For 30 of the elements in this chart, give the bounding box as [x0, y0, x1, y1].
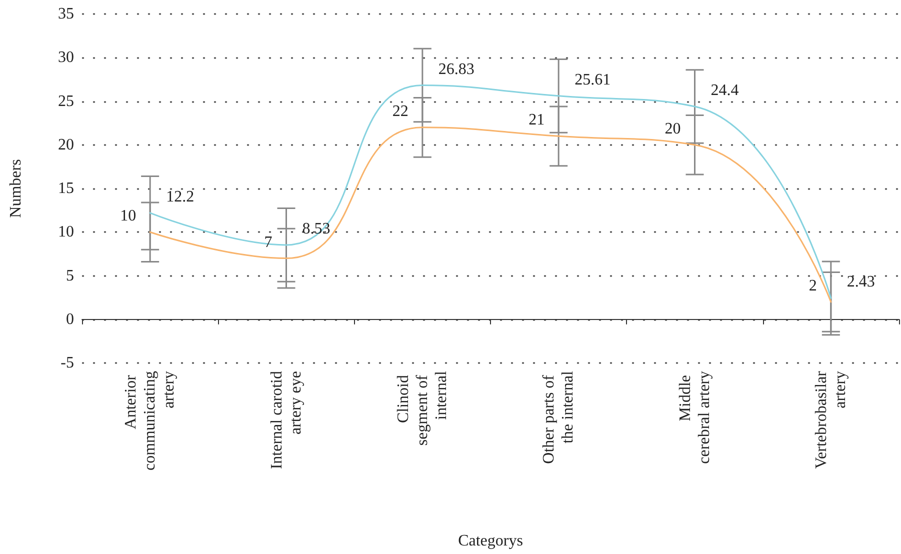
data-label: 20: [664, 120, 681, 138]
data-label: 10: [120, 208, 136, 225]
x-tick-label: Vertebrobasilar artery: [812, 370, 849, 469]
y-tick-label: 15: [58, 180, 74, 197]
x-tick-label: Anterior communicating artery: [122, 371, 178, 471]
x-tick-label: Clinoid segment of internal: [394, 370, 450, 446]
y-tick-label: 20: [58, 136, 74, 154]
x-axis-title: Categorys: [458, 532, 523, 550]
data-label: 26.83: [438, 60, 474, 78]
y-tick-label: 0: [66, 310, 74, 328]
y-tick-label: 25: [58, 92, 74, 110]
y-tick-label: 10: [58, 224, 74, 241]
y-axis-title: Numbers: [8, 159, 24, 218]
data-label: 8.53: [302, 220, 330, 238]
y-tick-label: 30: [58, 49, 74, 66]
y-tick-label: -5: [60, 354, 74, 372]
data-label: 22: [392, 102, 408, 120]
data-label: 25.61: [574, 71, 611, 88]
data-label: 2: [808, 277, 817, 294]
data-label: 7: [264, 234, 272, 251]
data-label: 2.43: [846, 274, 875, 291]
x-tick-label: Middle cerebral artery: [676, 371, 713, 464]
data-label: 12.2: [166, 188, 194, 206]
data-label: 24.4: [710, 82, 739, 99]
data-label: 21: [528, 112, 545, 129]
x-tick-label: Other parts of the internal: [540, 370, 577, 464]
x-tick-label: Internal carotid artery eye: [268, 371, 304, 470]
line-series: [149, 84, 832, 299]
y-tick-label: 35: [58, 6, 74, 22]
y-tick-label: 5: [66, 267, 74, 284]
